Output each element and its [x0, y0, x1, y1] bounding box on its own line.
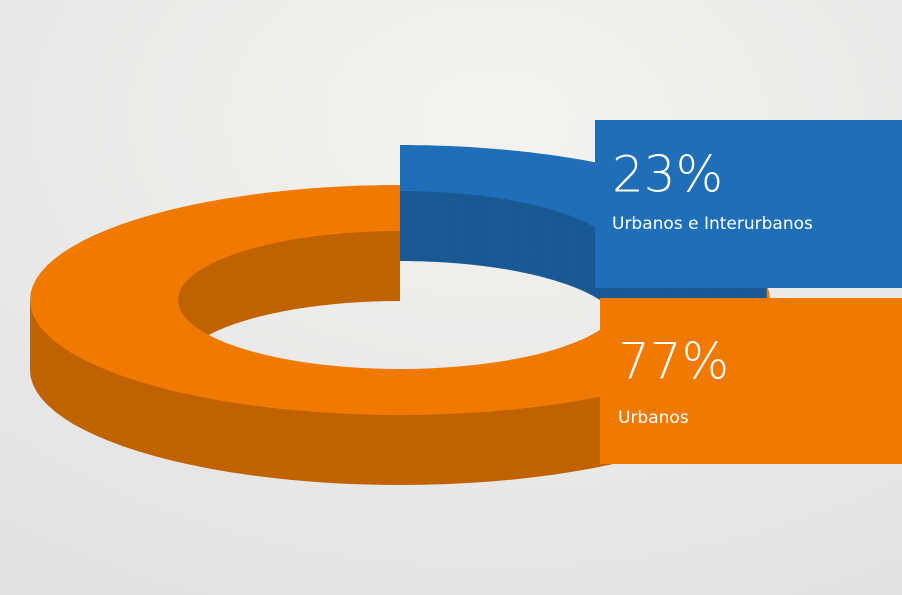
slice	[30, 185, 770, 415]
value-label: 77%	[618, 333, 729, 391]
category-label: Urbanos e Interurbanos	[612, 214, 813, 234]
category-label: Urbanos	[618, 408, 689, 428]
label-panel	[600, 298, 902, 464]
ring	[30, 145, 770, 485]
value-label: 23%	[612, 146, 723, 204]
label-panel	[595, 120, 902, 288]
